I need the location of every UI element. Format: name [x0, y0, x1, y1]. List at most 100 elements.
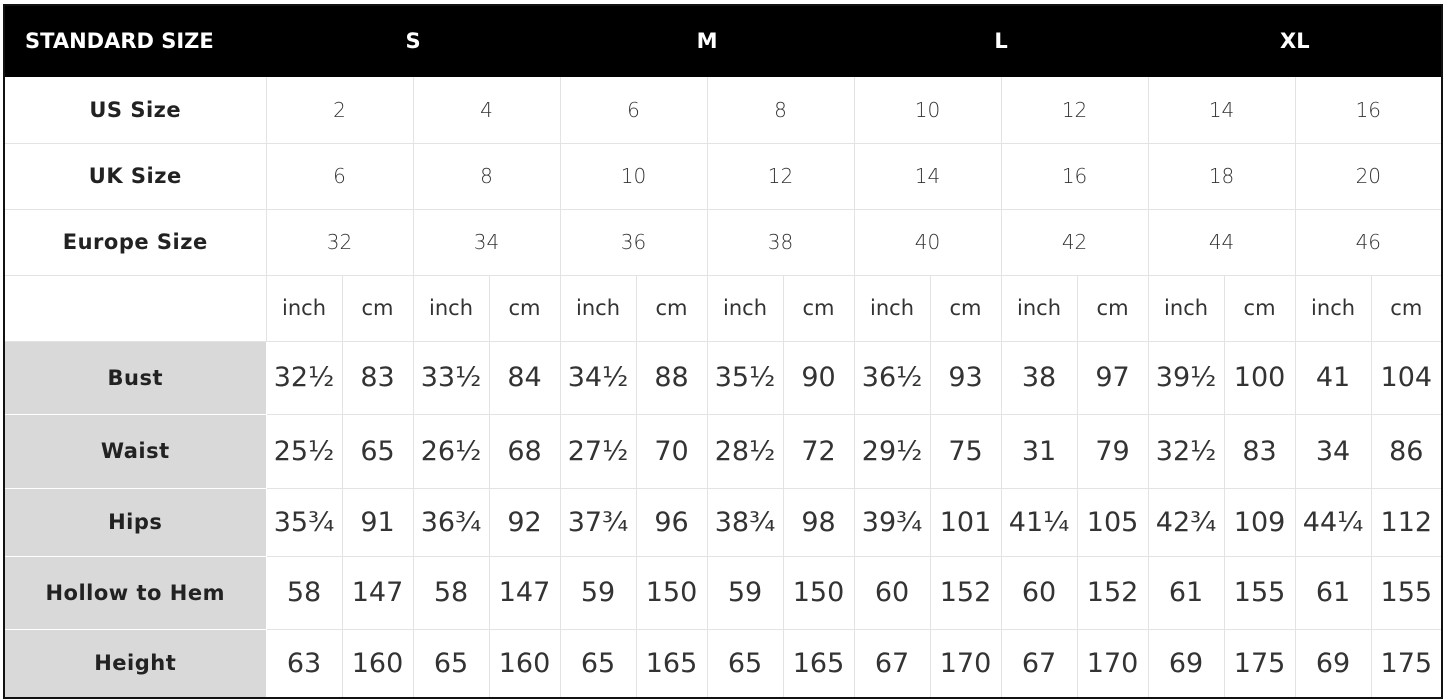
size-value: 8: [706, 75, 855, 144]
measure-value: 33½: [412, 340, 490, 415]
table-row: Europe Size 32 34 36 38 40 42 44 46: [3, 208, 1443, 276]
measure-value: 61: [1294, 555, 1372, 630]
size-value: 20: [1294, 142, 1443, 210]
row-label: Europe Size: [3, 208, 267, 276]
size-value: 8: [412, 142, 561, 210]
row-label: Waist: [3, 413, 267, 489]
measure-value: 175: [1223, 628, 1296, 699]
measure-value: 84: [488, 340, 561, 415]
size-value: 6: [559, 75, 708, 144]
measure-value: 65: [706, 628, 784, 699]
measure-value: 92: [488, 487, 561, 557]
measure-value: 39¾: [853, 487, 931, 557]
measure-value: 60: [1000, 555, 1078, 630]
unit-label: cm: [341, 274, 414, 342]
measure-value: 83: [341, 340, 414, 415]
row-label: US Size: [3, 75, 267, 144]
header-title: STANDARD SIZE: [3, 4, 267, 77]
measure-value: 165: [635, 628, 708, 699]
measure-value: 86: [1370, 413, 1443, 489]
row-label: UK Size: [3, 142, 267, 210]
empty-cell: [3, 274, 267, 342]
size-value: 10: [853, 75, 1002, 144]
measure-value: 38: [1000, 340, 1078, 415]
measure-value: 96: [635, 487, 708, 557]
measure-value: 70: [635, 413, 708, 489]
measure-value: 32½: [1147, 413, 1225, 489]
size-value: 16: [1000, 142, 1149, 210]
size-group: XL: [1147, 4, 1443, 77]
measure-value: 150: [635, 555, 708, 630]
measure-value: 36¾: [412, 487, 490, 557]
unit-label: cm: [1370, 274, 1443, 342]
measure-value: 155: [1223, 555, 1296, 630]
measure-value: 72: [782, 413, 855, 489]
measure-value: 39½: [1147, 340, 1225, 415]
size-value: 46: [1294, 208, 1443, 276]
measure-value: 170: [929, 628, 1002, 699]
unit-label: cm: [1223, 274, 1296, 342]
measure-value: 105: [1076, 487, 1149, 557]
measure-value: 61: [1147, 555, 1225, 630]
measure-value: 37¾: [559, 487, 637, 557]
size-value: 16: [1294, 75, 1443, 144]
measure-value: 75: [929, 413, 1002, 489]
measure-value: 147: [488, 555, 561, 630]
measure-value: 31: [1000, 413, 1078, 489]
table-row: Height 63 160 65 160 65 165 65 165 67 170 67 170 69 17…: [3, 628, 1443, 699]
measure-value: 27½: [559, 413, 637, 489]
size-value: 34: [412, 208, 561, 276]
measure-value: 58: [265, 555, 343, 630]
measure-value: 29½: [853, 413, 931, 489]
measure-value: 68: [488, 413, 561, 489]
measure-value: 38¾: [706, 487, 784, 557]
measure-value: 58: [412, 555, 490, 630]
row-label: Hips: [3, 487, 267, 557]
measure-value: 41¼: [1000, 487, 1078, 557]
table-row: Hollow to Hem 58 147 58 147 59 150 59 150 60 152 60…: [3, 555, 1443, 630]
size-value: 14: [1147, 75, 1296, 144]
row-label: Hollow to Hem: [3, 555, 267, 630]
measure-value: 155: [1370, 555, 1443, 630]
row-label: Bust: [3, 340, 267, 415]
unit-label: cm: [488, 274, 561, 342]
unit-label: inch: [853, 274, 931, 342]
size-value: 12: [706, 142, 855, 210]
measure-value: 67: [1000, 628, 1078, 699]
measure-value: 152: [1076, 555, 1149, 630]
measure-value: 35¾: [265, 487, 343, 557]
measure-value: 35½: [706, 340, 784, 415]
table-row: inch cm inch cm inch cm inch cm inch cm inch cm inch…: [3, 274, 1443, 342]
size-value: 36: [559, 208, 708, 276]
measure-value: 67: [853, 628, 931, 699]
measure-value: 79: [1076, 413, 1149, 489]
measure-value: 65: [412, 628, 490, 699]
size-group: L: [853, 4, 1149, 77]
unit-label: cm: [782, 274, 855, 342]
size-value: 4: [412, 75, 561, 144]
unit-label: cm: [635, 274, 708, 342]
row-label: Height: [3, 628, 267, 699]
measure-value: 65: [341, 413, 414, 489]
measure-value: 98: [782, 487, 855, 557]
measure-value: 112: [1370, 487, 1443, 557]
measure-value: 36½: [853, 340, 931, 415]
size-value: 18: [1147, 142, 1296, 210]
measure-value: 150: [782, 555, 855, 630]
size-value: 14: [853, 142, 1002, 210]
measure-value: 25½: [265, 413, 343, 489]
size-group: M: [559, 4, 855, 77]
measure-value: 93: [929, 340, 1002, 415]
size-group: S: [265, 4, 561, 77]
measure-value: 88: [635, 340, 708, 415]
measure-value: 152: [929, 555, 1002, 630]
measure-value: 91: [341, 487, 414, 557]
table-row: Bust 32½ 83 33½ 84 34½ 88 35½ 90 36½ 93 38 97 39½ 100 4…: [3, 340, 1443, 415]
measure-value: 170: [1076, 628, 1149, 699]
measure-value: 42¾: [1147, 487, 1225, 557]
size-value: 10: [559, 142, 708, 210]
size-value: 44: [1147, 208, 1296, 276]
table-row: Hips 35¾ 91 36¾ 92 37¾ 96 38¾ 98 39¾ 101 41¼ 105 42¾ 1…: [3, 487, 1443, 557]
measure-value: 104: [1370, 340, 1443, 415]
